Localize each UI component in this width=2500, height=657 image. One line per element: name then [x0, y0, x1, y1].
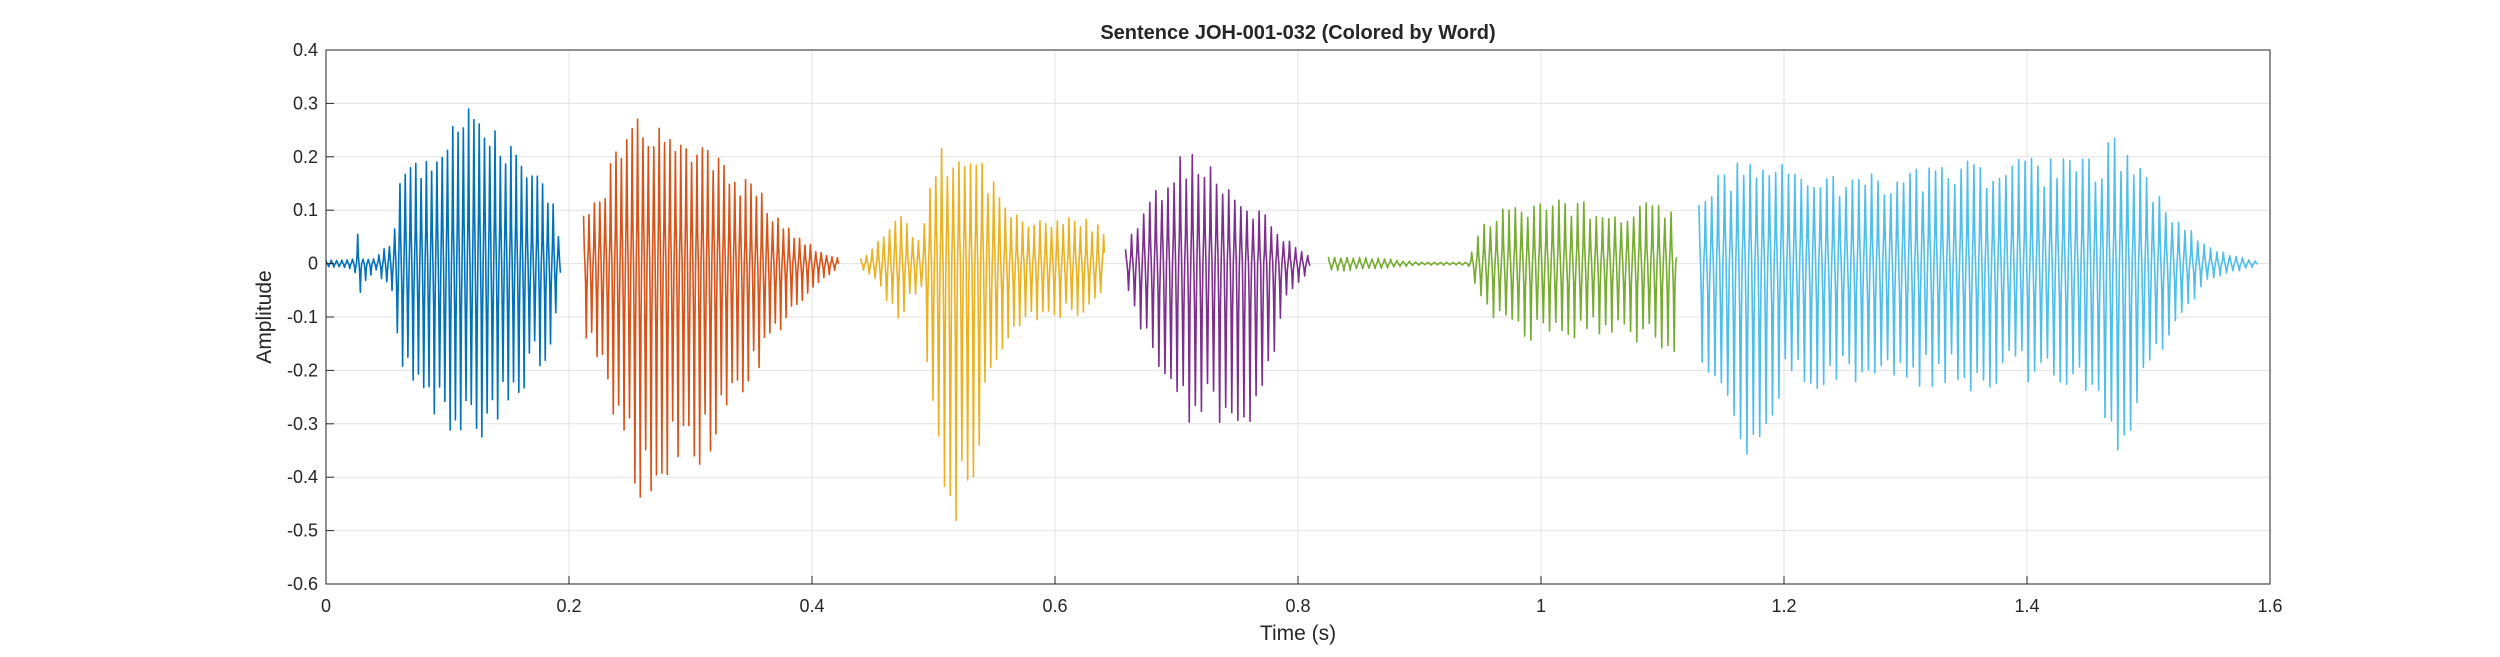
- waveform-word-6: [1698, 137, 2259, 455]
- x-tick-label: 1.4: [2014, 596, 2039, 616]
- y-tick-label: -0.4: [287, 467, 318, 487]
- y-tick-label: 0: [308, 254, 318, 274]
- x-tick-label: 1.6: [2257, 596, 2282, 616]
- x-tick-label: 0.2: [556, 596, 581, 616]
- x-tick-label: 1: [1536, 596, 1546, 616]
- y-tick-label: 0.3: [293, 93, 318, 113]
- x-tick-label: 0: [321, 596, 331, 616]
- x-axis-label: Time (s): [1260, 622, 1336, 645]
- chart-title: Sentence JOH-001-032 (Colored by Word): [1100, 22, 1495, 44]
- y-tick-label: 0.2: [293, 147, 318, 167]
- y-tick-label: 0.1: [293, 200, 318, 220]
- waveform-word-2: [582, 118, 840, 498]
- y-tick-label: -0.6: [287, 574, 318, 594]
- x-tick-label: 1.2: [1771, 596, 1796, 616]
- waveform-word-5: [1327, 199, 1678, 353]
- waveform-word-4: [1124, 153, 1311, 424]
- waveform-word-1: [325, 108, 562, 438]
- y-tick-label: -0.3: [287, 414, 318, 434]
- x-axis-ticks: 0 0.2 0.4 0.6 0.8 1 1.2 1.4 1.6: [321, 576, 2283, 616]
- y-tick-label: -0.5: [287, 521, 318, 541]
- y-axis-label: Amplitude: [253, 270, 276, 363]
- y-tick-label: -0.1: [287, 307, 318, 327]
- x-tick-label: 0.6: [1042, 596, 1067, 616]
- waveform-series: [325, 108, 2259, 522]
- y-axis-ticks: 0.4 0.3 0.2 0.1 0 -0.1 -0.2 -0.3 -0.4 -0.5 -0.6: [287, 40, 334, 594]
- y-tick-label: 0.4: [293, 40, 318, 60]
- x-tick-label: 0.4: [799, 596, 824, 616]
- x-tick-label: 0.8: [1285, 596, 1310, 616]
- y-tick-label: -0.2: [287, 360, 318, 380]
- waveform-word-3: [859, 148, 1106, 522]
